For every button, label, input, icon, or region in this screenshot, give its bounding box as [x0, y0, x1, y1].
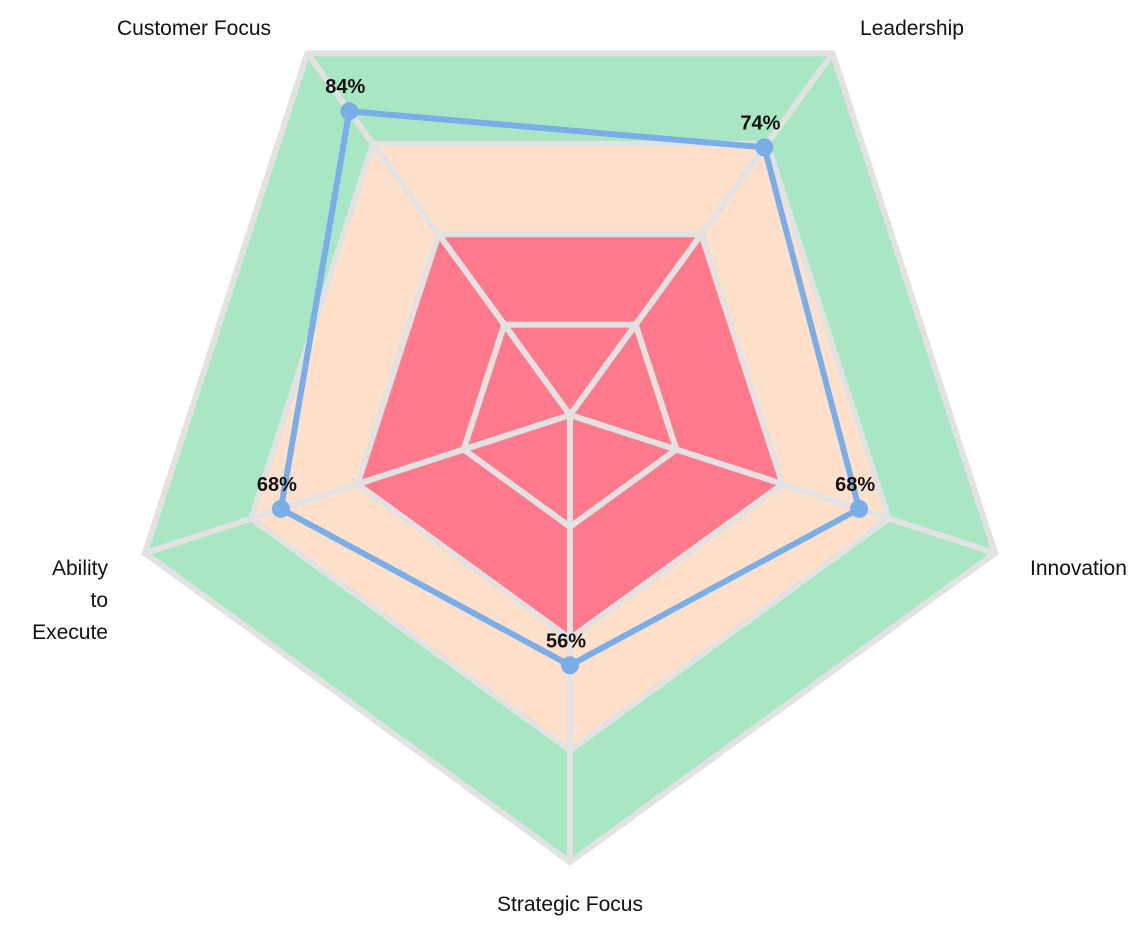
- axis-label-leadership: Leadership: [860, 17, 964, 40]
- data-point[interactable]: [561, 656, 579, 675]
- series-line: [277, 108, 863, 669]
- value-label: 84%: [325, 76, 365, 98]
- axis-label-ability-to-execute: Ability to Execute: [32, 557, 108, 644]
- axis-label-strategic-focus: Strategic Focus: [497, 893, 643, 916]
- value-label: 74%: [740, 112, 780, 134]
- spoke-ability-to-execute: [143, 412, 571, 556]
- value-label: 68%: [835, 474, 875, 496]
- data-point[interactable]: [755, 138, 774, 157]
- radar-data-points: [271, 102, 869, 675]
- radar-value-labels: 84% 74% 68% 56% 68%: [257, 76, 875, 652]
- data-point[interactable]: [271, 499, 290, 518]
- grid-ring-25: [460, 321, 680, 531]
- axis-label-innovation: Innovation: [1030, 557, 1127, 580]
- spoke-leadership: [567, 51, 836, 417]
- value-label: 68%: [257, 474, 297, 496]
- data-point[interactable]: [850, 499, 869, 518]
- grid-ring-50: [353, 231, 787, 643]
- axis-label-customer-focus: Customer Focus: [117, 17, 271, 40]
- radar-series: [277, 108, 863, 669]
- value-label: 56%: [546, 630, 586, 652]
- data-point[interactable]: [340, 102, 359, 121]
- spoke-innovation: [569, 412, 997, 556]
- grid-ring-100: [141, 50, 999, 866]
- radar-axis-labels: Customer Focus Leadership Innovation Strate…: [32, 17, 1127, 916]
